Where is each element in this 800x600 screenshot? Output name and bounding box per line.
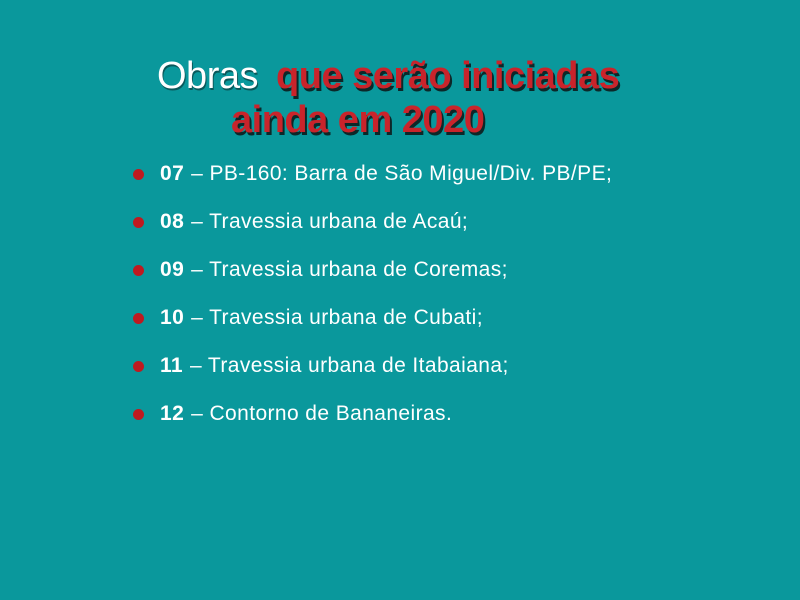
bullet-icon — [133, 408, 144, 420]
work-number: 07 — [160, 162, 185, 185]
work-number: 09 — [160, 258, 185, 281]
work-description: – Travessia urbana de Itabaiana; — [190, 354, 509, 377]
list-item: 12 – Contorno de Bananeiras. — [133, 400, 612, 428]
title-white-part: Obras — [157, 55, 258, 97]
slide-title: Obras que serão iniciadas ainda em 2020 — [157, 54, 620, 142]
list-item: 09 – Travessia urbana de Coremas; — [133, 256, 612, 284]
bullet-icon — [133, 360, 144, 372]
bullet-icon — [133, 168, 144, 180]
work-number: 12 — [160, 402, 185, 425]
works-list: 07 – PB-160: Barra de São Miguel/Div. PB… — [133, 160, 612, 448]
list-item: 11 – Travessia urbana de Itabaiana; — [133, 352, 612, 380]
work-description: – Travessia urbana de Cubati; — [191, 306, 483, 329]
work-number: 10 — [160, 306, 185, 329]
title-line-2: ainda em 2020 — [231, 99, 485, 141]
work-description: – Travessia urbana de Coremas; — [191, 258, 508, 281]
bullet-icon — [133, 216, 144, 228]
list-item: 07 – PB-160: Barra de São Miguel/Div. PB… — [133, 160, 612, 188]
title-red-part: que serão iniciadas — [276, 55, 620, 97]
title-line-1: Obras que serão iniciadas — [157, 54, 620, 98]
work-description: – Travessia urbana de Acaú; — [191, 210, 469, 233]
work-number: 11 — [160, 354, 183, 377]
bullet-icon — [133, 312, 144, 324]
work-description: – Contorno de Bananeiras. — [191, 402, 453, 425]
bullet-icon — [133, 264, 144, 276]
list-item: 10 – Travessia urbana de Cubati; — [133, 304, 612, 332]
work-number: 08 — [160, 210, 185, 233]
list-item: 08 – Travessia urbana de Acaú; — [133, 208, 612, 236]
work-description: – PB-160: Barra de São Miguel/Div. PB/PE… — [191, 162, 613, 185]
